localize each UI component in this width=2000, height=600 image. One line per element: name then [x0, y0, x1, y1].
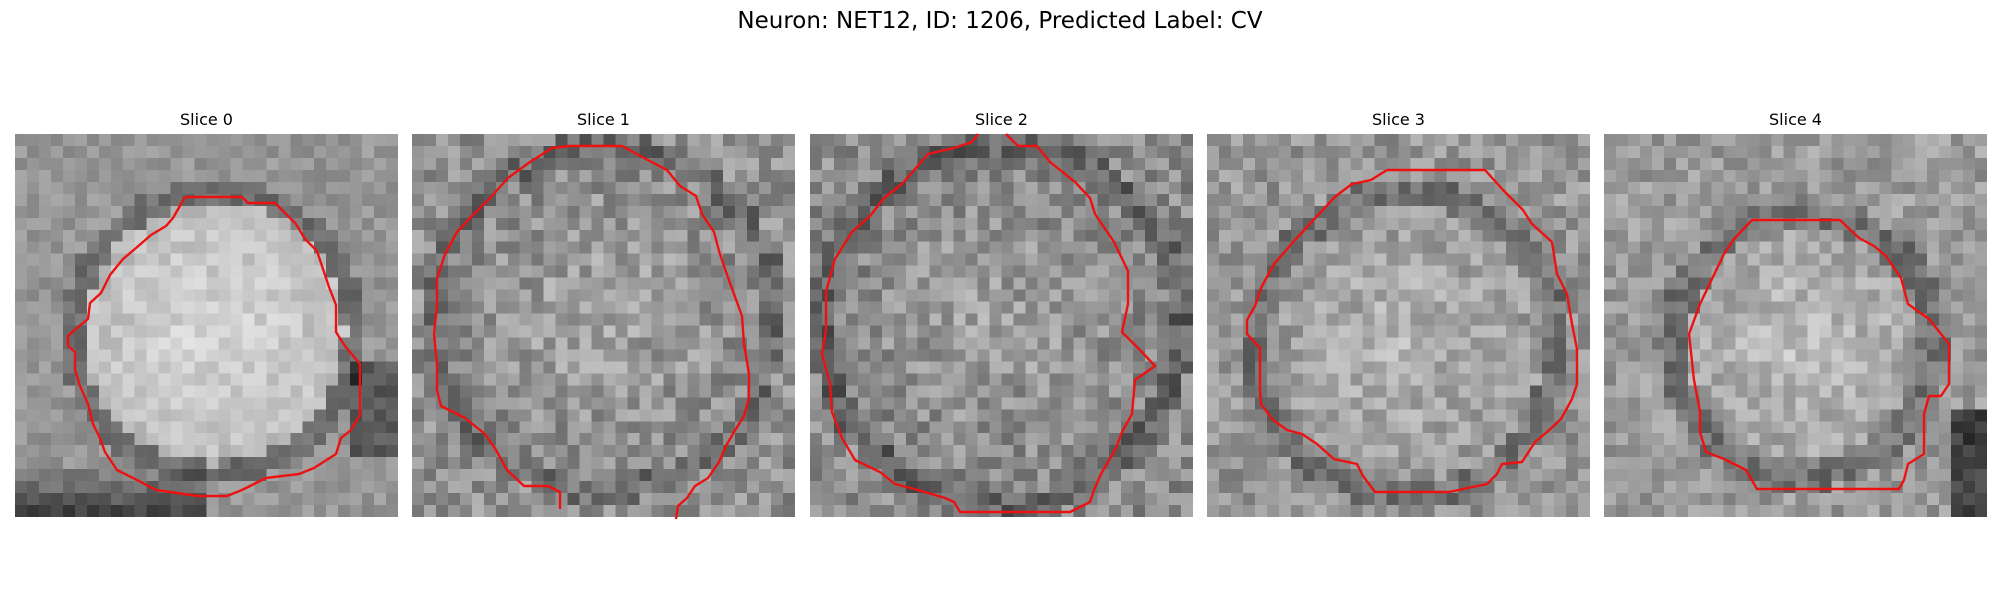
figure-title: Neuron: NET12, ID: 1206, Predicted Label… [737, 8, 1263, 34]
cell-boundary-contour-0 [66, 195, 362, 498]
contour-overlay-1 [432, 144, 751, 520]
panel-title-1: Slice 1 [577, 110, 630, 129]
contour-overlay-0 [66, 195, 362, 498]
slice-image-3 [1207, 134, 1590, 517]
cell-boundary-contour-4 [1687, 218, 1951, 491]
cell-boundary-contour-1 [432, 144, 751, 520]
contour-overlay-3 [1245, 168, 1579, 494]
slice-image-2 [810, 134, 1193, 517]
contour-overlay-4 [1687, 218, 1951, 491]
panel-title-3: Slice 3 [1372, 110, 1425, 129]
panel-title-4: Slice 4 [1769, 110, 1822, 129]
panel-title-2: Slice 2 [975, 110, 1028, 129]
contour-overlay-2 [820, 133, 1157, 514]
cell-boundary-contour-3 [1245, 168, 1579, 494]
cell-boundary-contour-2 [820, 133, 1157, 514]
panel-title-0: Slice 0 [180, 110, 233, 129]
slice-image-1 [412, 134, 795, 517]
